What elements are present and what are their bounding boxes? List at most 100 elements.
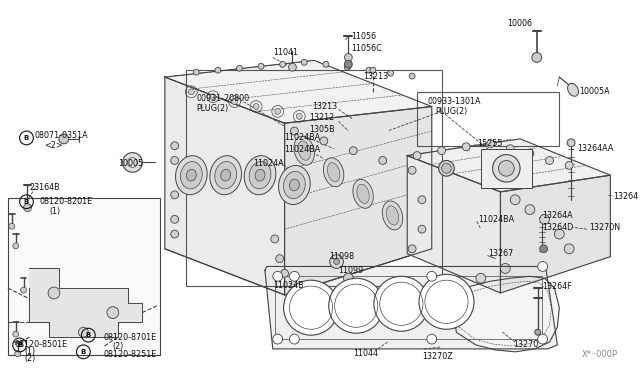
Text: 11056C: 11056C: [351, 44, 382, 53]
Ellipse shape: [255, 169, 265, 181]
Text: 13213: 13213: [363, 71, 388, 81]
Circle shape: [545, 157, 554, 164]
Text: 11099: 11099: [339, 266, 364, 275]
Text: 1305B: 1305B: [309, 125, 335, 134]
Text: 13213: 13213: [312, 102, 337, 111]
Text: 11044: 11044: [353, 349, 378, 358]
Circle shape: [438, 160, 454, 176]
Circle shape: [281, 269, 289, 277]
Circle shape: [413, 152, 421, 160]
Circle shape: [301, 60, 307, 65]
Text: 13264: 13264: [613, 192, 639, 201]
Circle shape: [419, 274, 474, 329]
Circle shape: [500, 263, 510, 273]
Text: 13264D: 13264D: [541, 223, 573, 232]
Circle shape: [510, 195, 520, 205]
Circle shape: [48, 287, 60, 299]
Text: (2): (2): [24, 354, 36, 363]
Circle shape: [408, 166, 416, 174]
Circle shape: [291, 127, 298, 135]
Circle shape: [273, 334, 283, 344]
Ellipse shape: [284, 171, 305, 199]
Text: 08120-8251E: 08120-8251E: [103, 350, 156, 359]
Text: 13264AA: 13264AA: [577, 144, 613, 153]
Circle shape: [320, 137, 328, 145]
Bar: [8, 198, 160, 355]
Text: 13270Z: 13270Z: [422, 352, 452, 361]
Text: 08071-0351A: 08071-0351A: [35, 131, 88, 141]
Ellipse shape: [328, 163, 340, 182]
Circle shape: [532, 52, 541, 62]
Ellipse shape: [215, 161, 237, 189]
Text: 13212: 13212: [309, 113, 334, 122]
Text: 10005: 10005: [118, 159, 143, 168]
Text: B: B: [24, 135, 29, 141]
Circle shape: [418, 225, 426, 233]
Ellipse shape: [298, 141, 310, 160]
Text: 13270: 13270: [513, 340, 538, 349]
Circle shape: [427, 271, 436, 281]
Circle shape: [526, 150, 534, 158]
Circle shape: [79, 327, 88, 337]
Text: 00931-20800: 00931-20800: [196, 94, 250, 103]
Text: 13270N: 13270N: [589, 223, 620, 232]
Text: B: B: [17, 342, 22, 348]
Text: (1): (1): [49, 207, 60, 216]
Circle shape: [493, 155, 520, 182]
Circle shape: [540, 245, 548, 253]
Text: 08120-8701E: 08120-8701E: [103, 333, 156, 341]
Ellipse shape: [278, 166, 310, 205]
Circle shape: [275, 109, 281, 114]
Text: 10006: 10006: [508, 19, 532, 28]
Circle shape: [15, 351, 20, 357]
Circle shape: [9, 223, 15, 229]
Circle shape: [344, 273, 353, 283]
Circle shape: [540, 214, 550, 224]
Circle shape: [258, 63, 264, 69]
Ellipse shape: [357, 184, 369, 203]
Polygon shape: [265, 269, 554, 347]
Polygon shape: [500, 175, 611, 293]
Polygon shape: [407, 155, 500, 293]
Ellipse shape: [387, 206, 399, 225]
Circle shape: [564, 244, 574, 254]
Text: (2): (2): [113, 343, 124, 352]
Circle shape: [366, 67, 372, 73]
Circle shape: [289, 63, 296, 71]
Circle shape: [171, 230, 179, 238]
Circle shape: [13, 243, 19, 249]
Circle shape: [442, 163, 451, 173]
Circle shape: [171, 157, 179, 164]
Polygon shape: [285, 106, 432, 295]
Circle shape: [409, 73, 415, 79]
Circle shape: [427, 334, 436, 344]
Circle shape: [289, 334, 300, 344]
Bar: [481, 149, 532, 188]
Text: 13267: 13267: [488, 249, 513, 258]
Text: 08120-8501E: 08120-8501E: [15, 340, 68, 349]
Circle shape: [284, 280, 339, 335]
Text: 11024BA: 11024BA: [285, 134, 321, 142]
Text: 11056: 11056: [351, 32, 376, 41]
Ellipse shape: [294, 136, 314, 165]
Circle shape: [253, 103, 259, 109]
Circle shape: [107, 307, 119, 318]
Circle shape: [323, 61, 329, 67]
Ellipse shape: [353, 179, 373, 208]
Circle shape: [215, 67, 221, 73]
Circle shape: [344, 60, 352, 68]
Ellipse shape: [175, 156, 207, 195]
Ellipse shape: [568, 83, 579, 96]
Polygon shape: [165, 60, 432, 123]
Circle shape: [344, 64, 350, 70]
Circle shape: [330, 255, 344, 269]
Circle shape: [370, 67, 376, 73]
Circle shape: [296, 113, 302, 119]
Text: 23164B: 23164B: [29, 183, 60, 192]
Circle shape: [525, 205, 535, 214]
Circle shape: [237, 65, 243, 71]
Circle shape: [538, 334, 548, 344]
Circle shape: [476, 273, 486, 283]
Ellipse shape: [186, 169, 196, 181]
Text: B: B: [81, 349, 86, 355]
